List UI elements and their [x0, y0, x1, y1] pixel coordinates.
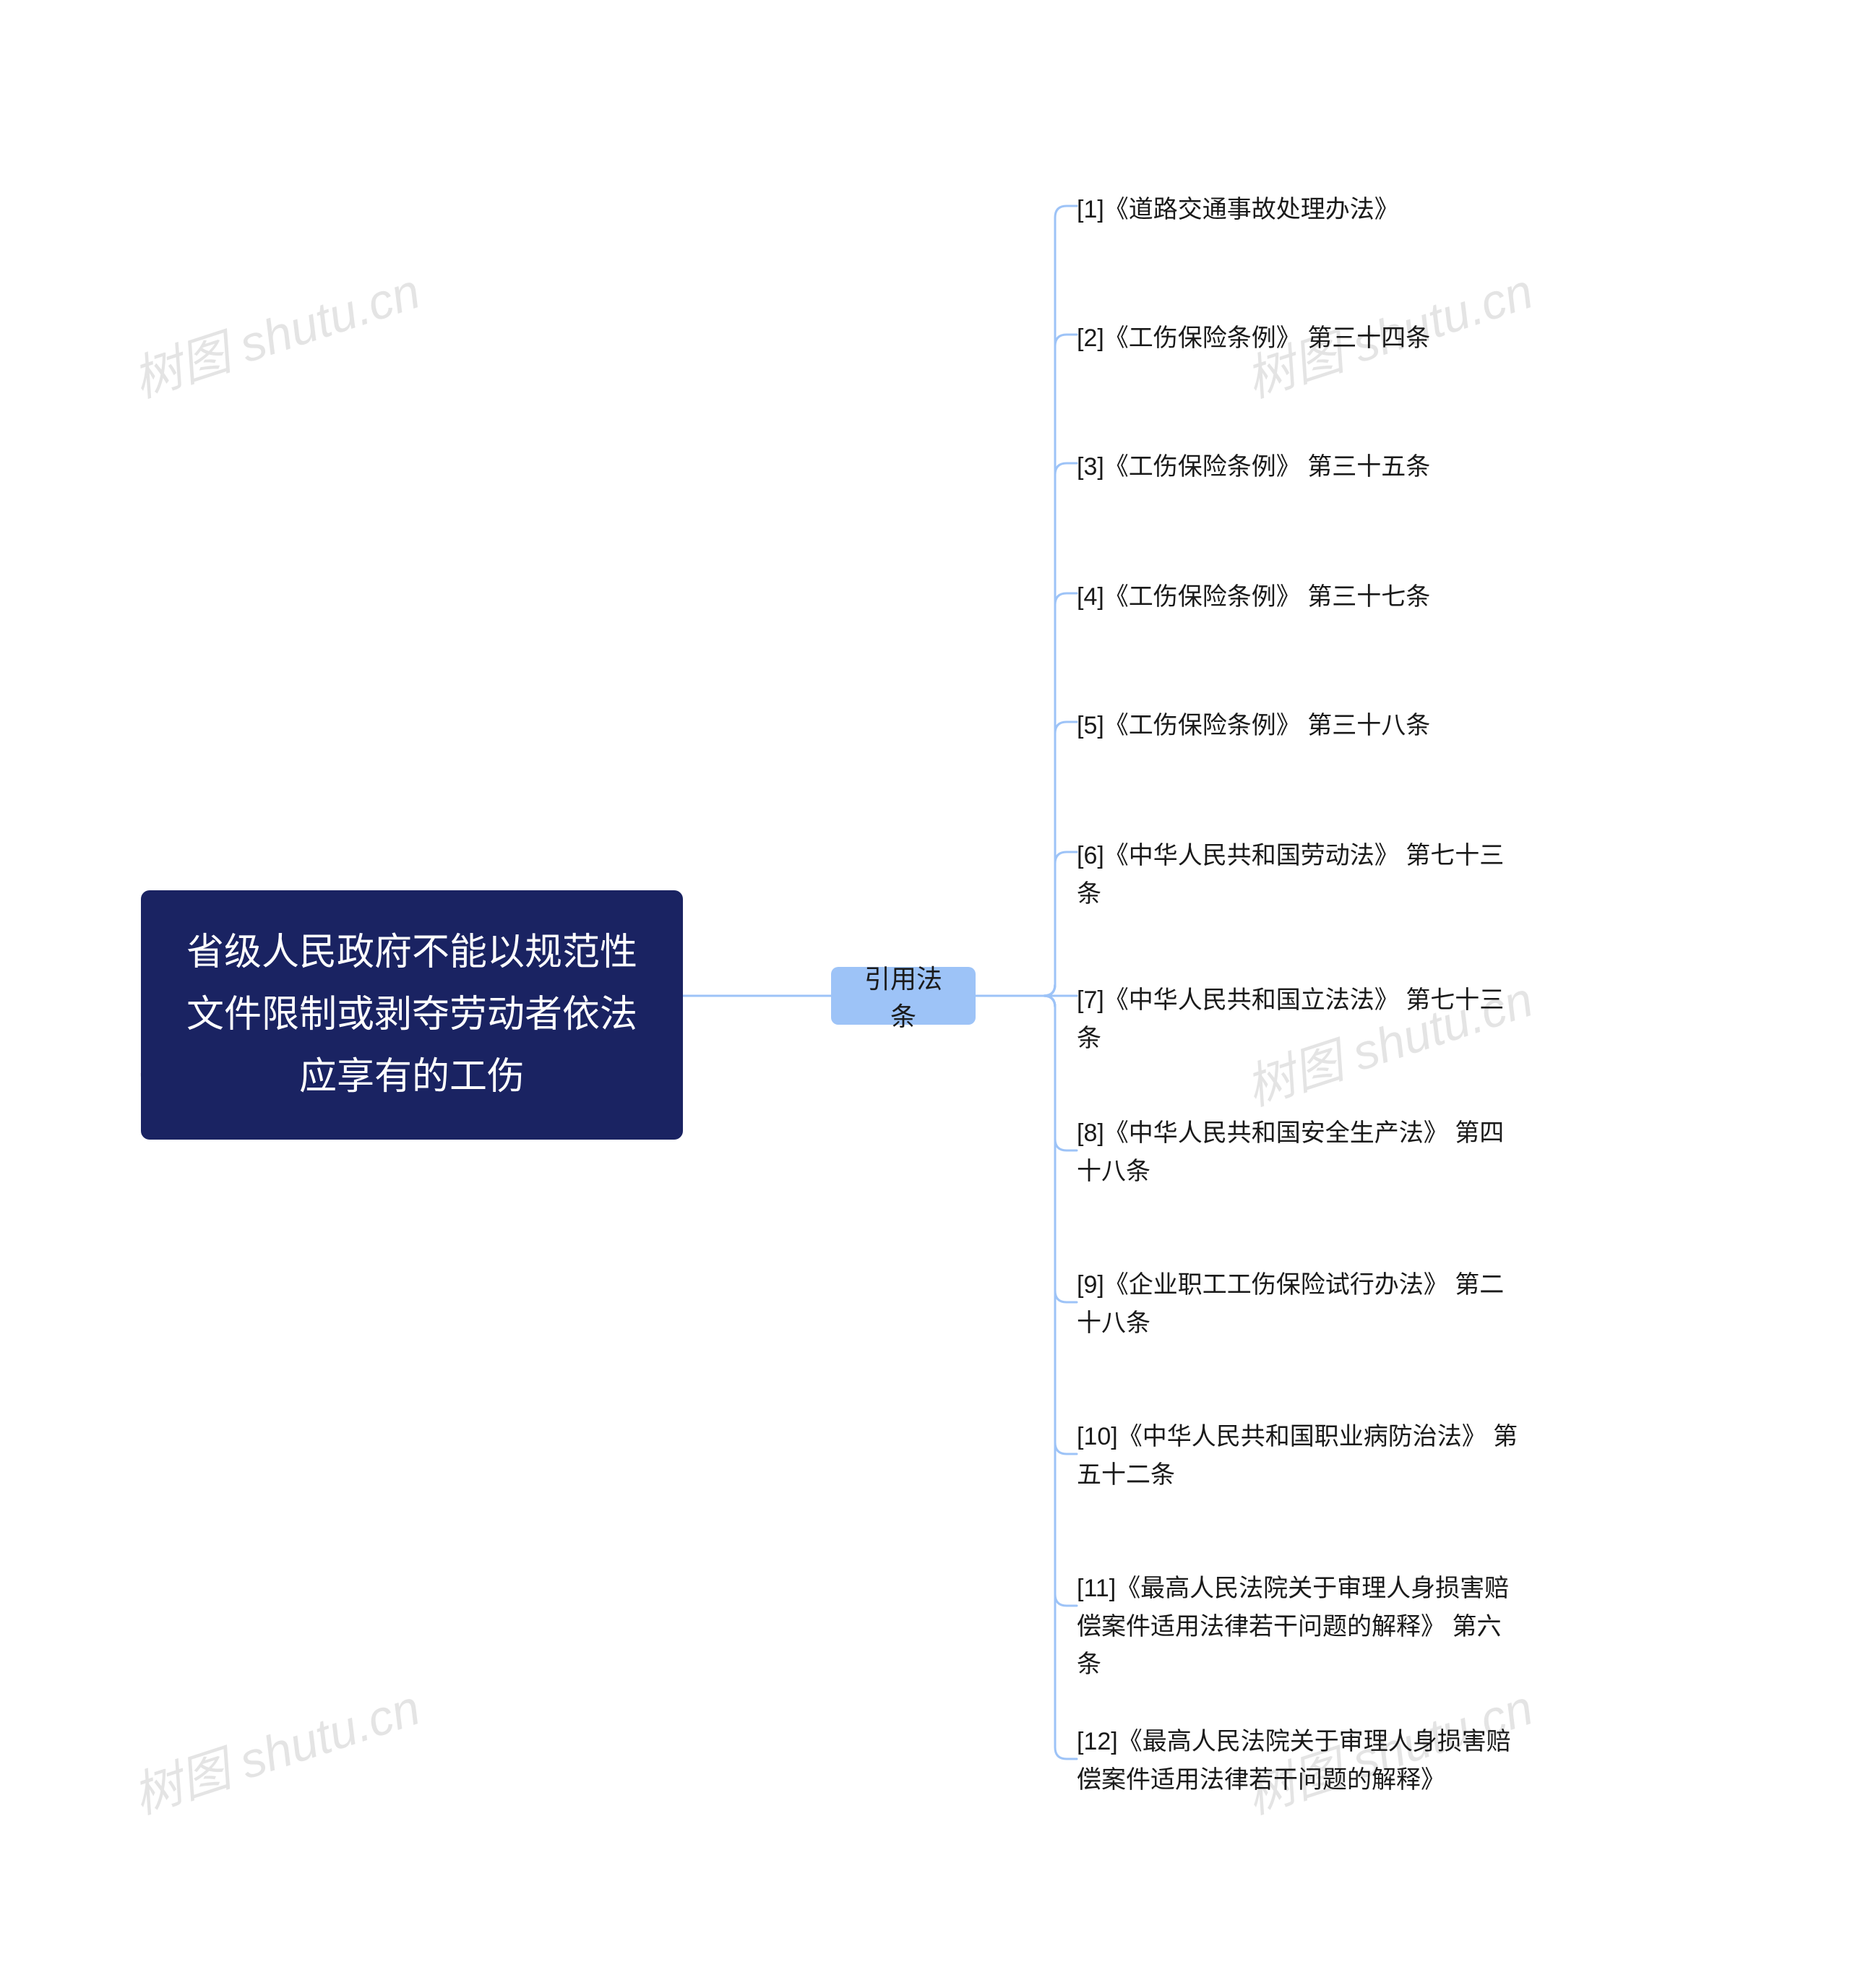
leaf-node-text: [7]《中华人民共和国立法法》 第七十三条	[1077, 986, 1504, 1052]
leaf-node: [9]《企业职工工伤保险试行办法》 第二十八条	[1077, 1266, 1525, 1342]
leaf-node: [7]《中华人民共和国立法法》 第七十三条	[1077, 981, 1525, 1057]
leaf-node: [2]《工伤保险条例》 第三十四条	[1077, 319, 1430, 358]
leaf-node: [4]《工伤保险条例》 第三十七条	[1077, 578, 1430, 616]
leaf-node: [1]《道路交通事故处理办法》	[1077, 191, 1399, 229]
leaf-node-text: [1]《道路交通事故处理办法》	[1077, 196, 1399, 223]
leaf-node-text: [9]《企业职工工伤保险试行办法》 第二十八条	[1077, 1271, 1504, 1337]
leaf-node: [5]《工伤保险条例》 第三十八条	[1077, 707, 1430, 745]
watermark: 树图 shutu.cn	[122, 1668, 427, 1828]
leaf-node-text: [4]《工伤保险条例》 第三十七条	[1077, 583, 1430, 611]
leaf-node: [10]《中华人民共和国职业病防治法》 第五十二条	[1077, 1418, 1525, 1494]
leaf-node-text: [8]《中华人民共和国安全生产法》 第四十八条	[1077, 1119, 1504, 1185]
mindmap-canvas: 树图 shutu.cn树图 shutu.cn树图 shutu.cn树图 shut…	[0, 0, 1850, 1988]
mid-node-text: 引用法条	[854, 958, 952, 1033]
leaf-node: [6]《中华人民共和国劳动法》 第七十三条	[1077, 837, 1525, 913]
leaf-node: [12]《最高人民法院关于审理人身损害赔偿案件适用法律若干问题的解释》	[1077, 1723, 1525, 1799]
leaf-node: [11]《最高人民法院关于审理人身损害赔偿案件适用法律若干问题的解释》 第六条	[1077, 1570, 1525, 1684]
leaf-node-text: [10]《中华人民共和国职业病防治法》 第五十二条	[1077, 1423, 1518, 1489]
root-node: 省级人民政府不能以规范性文件限制或剥夺劳动者依法应享有的工伤	[141, 890, 683, 1140]
watermark: 树图 shutu.cn	[122, 251, 427, 411]
leaf-node-text: [3]《工伤保险条例》 第三十五条	[1077, 453, 1430, 481]
leaf-node-text: [12]《最高人民法院关于审理人身损害赔偿案件适用法律若干问题的解释》	[1077, 1728, 1511, 1794]
root-node-text: 省级人民政府不能以规范性文件限制或剥夺劳动者依法应享有的工伤	[180, 922, 644, 1108]
leaf-node-text: [6]《中华人民共和国劳动法》 第七十三条	[1077, 842, 1504, 908]
leaf-node-text: [5]《工伤保险条例》 第三十八条	[1077, 712, 1430, 739]
leaf-node: [3]《工伤保险条例》 第三十五条	[1077, 448, 1430, 486]
leaf-node-text: [2]《工伤保险条例》 第三十四条	[1077, 324, 1430, 352]
mid-node: 引用法条	[831, 967, 976, 1025]
leaf-node-text: [11]《最高人民法院关于审理人身损害赔偿案件适用法律若干问题的解释》 第六条	[1077, 1575, 1509, 1678]
leaf-node: [8]《中华人民共和国安全生产法》 第四十八条	[1077, 1114, 1525, 1190]
